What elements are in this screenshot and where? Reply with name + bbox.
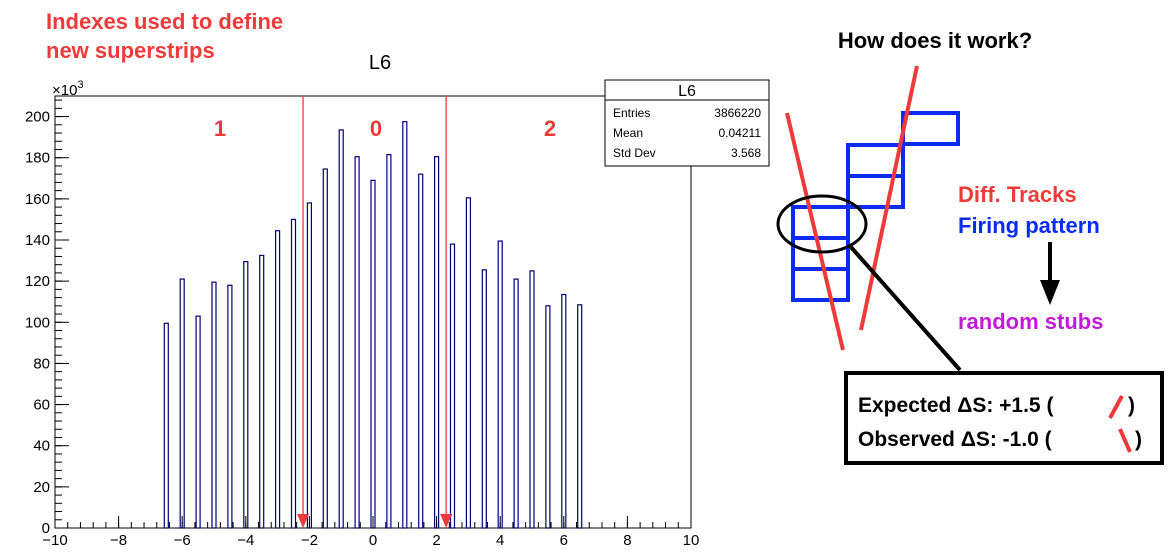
histogram-bar xyxy=(497,240,503,529)
x-tick-label: 0 xyxy=(369,532,377,549)
x-tick-label: −10 xyxy=(42,532,67,549)
track-line-slash xyxy=(859,65,919,331)
x-tick-label: −6 xyxy=(174,532,191,549)
x-tick-label: 10 xyxy=(683,532,700,549)
x-tick-label: 6 xyxy=(560,532,568,549)
firing-pattern-label: Firing pattern xyxy=(958,213,1100,238)
callout-connector xyxy=(848,244,962,372)
observed-delta-text: Observed ΔS: -1.0 ( xyxy=(858,428,1052,451)
random-stubs-label: random stubs xyxy=(958,309,1103,334)
x-tick-label: 4 xyxy=(496,532,504,549)
y-tick-label: 180 xyxy=(25,150,50,167)
y-tick-label: 60 xyxy=(33,397,50,414)
y-tick-label: 100 xyxy=(25,314,50,331)
stats-mean-value: 0.04211 xyxy=(719,126,762,140)
histogram-bar xyxy=(275,230,281,529)
stats-stddev-label: Std Dev xyxy=(613,146,656,160)
backslash-track-icon xyxy=(1118,428,1132,453)
histogram-bar xyxy=(449,243,456,529)
y-tick-label: 0 xyxy=(42,520,50,537)
observed-close-paren: ) xyxy=(1135,428,1142,451)
histogram-bar xyxy=(513,278,519,529)
histogram-bar xyxy=(465,197,471,529)
histogram-bar xyxy=(402,121,408,529)
strip-box xyxy=(791,205,850,240)
index-marker-arrowhead xyxy=(297,514,310,528)
histogram-bar xyxy=(306,202,312,529)
histogram-bar xyxy=(481,269,487,529)
histogram-bar xyxy=(577,304,583,529)
histogram-bar xyxy=(195,315,201,529)
y-tick-label: 200 xyxy=(25,109,50,126)
diff-tracks-label: Diff. Tracks xyxy=(958,182,1077,207)
x-tick-label: −8 xyxy=(110,532,127,549)
y-tick-label: 120 xyxy=(25,273,50,290)
index-markers xyxy=(297,96,453,528)
y-tick-label: 20 xyxy=(33,479,50,496)
histogram-bar xyxy=(243,261,249,529)
region-label-1: 1 xyxy=(214,116,226,141)
region-label-2: 2 xyxy=(544,116,556,141)
x-tick-label: 2 xyxy=(432,532,440,549)
y-tick-label: 160 xyxy=(25,191,50,208)
x-tick-label: −2 xyxy=(301,532,318,549)
stats-stddev-value: 3.568 xyxy=(731,146,761,160)
strip-box xyxy=(901,111,960,146)
down-arrow-icon xyxy=(1040,242,1060,305)
histogram-bar xyxy=(386,154,392,529)
histogram-bar xyxy=(259,254,265,529)
histogram-bar xyxy=(529,270,535,529)
stats-title: L6 xyxy=(678,83,696,100)
index-marker-arrowhead xyxy=(440,514,453,528)
delta-symbol: Δ xyxy=(957,394,972,417)
x-tick-label: −4 xyxy=(237,532,254,549)
chart-title: L6 xyxy=(369,52,391,74)
histogram-bar xyxy=(211,281,217,529)
histogram-bars xyxy=(163,121,583,529)
histogram-bar xyxy=(322,168,328,529)
histogram-bar xyxy=(338,129,344,529)
delta-s-callout: Expected ΔS: +1.5 ( ) Observed ΔS: -1.0 … xyxy=(844,371,1164,465)
expected-delta-text: Expected ΔS: +1.5 ( xyxy=(858,394,1053,417)
delta-symbol: Δ xyxy=(961,428,976,451)
strip-box xyxy=(846,174,905,209)
y-tick-label: 80 xyxy=(33,355,50,372)
stats-entries-label: Entries xyxy=(613,106,650,120)
strip-box xyxy=(791,267,850,302)
x-tick-label: 8 xyxy=(623,532,631,549)
histogram-bar xyxy=(434,156,440,529)
histogram-bar xyxy=(227,284,233,529)
histogram-bar xyxy=(163,322,169,529)
histogram-bar xyxy=(179,278,185,529)
histogram-bar xyxy=(418,173,424,529)
chart-axes: −10 −8 −6 −4 −2 0 2 4 6 8 100204060801001201401601… xyxy=(25,99,700,549)
index-annotation-line2: new superstrips xyxy=(46,38,215,63)
y-exponent-label: ×103 xyxy=(52,79,84,99)
region-label-0: 0 xyxy=(370,116,382,141)
y-tick-label: 40 xyxy=(33,438,50,455)
expected-close-paren: ) xyxy=(1128,394,1135,417)
histogram-bar xyxy=(290,218,297,529)
highlight-ellipse xyxy=(776,194,868,254)
histogram-bar xyxy=(561,293,567,529)
stats-box: L6 Entries 3866220 Mean 0.04211 Std Dev … xyxy=(604,79,770,167)
firing-pattern-diagram xyxy=(776,65,962,372)
index-annotation-line1: Indexes used to define xyxy=(46,9,283,34)
histogram-bar xyxy=(354,156,360,529)
slash-track-icon xyxy=(1108,395,1124,419)
y-tick-label: 140 xyxy=(25,232,50,249)
histogram-bar xyxy=(370,179,376,529)
track-line-backslash xyxy=(785,112,845,351)
stats-entries-value: 3866220 xyxy=(714,106,761,120)
how-title: How does it work? xyxy=(838,28,1032,53)
stats-mean-label: Mean xyxy=(613,126,643,140)
histogram-bar xyxy=(545,305,551,529)
